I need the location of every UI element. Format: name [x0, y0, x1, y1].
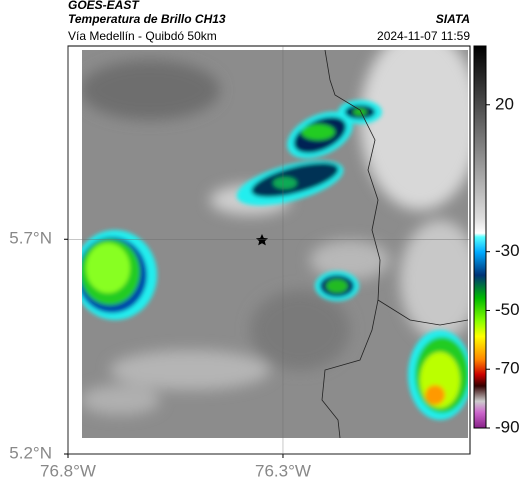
x-tick-label: 76.3°W [255, 461, 311, 480]
y-tick-label: 5.7°N [9, 229, 52, 248]
colorbar-tick-label: -50 [495, 300, 520, 319]
colorbar-tick-label: -70 [495, 359, 520, 378]
x-tick-label: 76.8°W [40, 461, 96, 480]
colorbar [473, 45, 487, 429]
satellite-image [82, 50, 468, 438]
title: GOES-EAST [68, 0, 140, 12]
colorbar-tick-label: -30 [495, 241, 520, 260]
y-tick-label: 5.2°N [9, 443, 52, 462]
location-star [256, 234, 268, 246]
timestamp: 2024-11-07 11:59 [377, 29, 470, 43]
subtitle: Temperatura de Brillo CH13 [68, 12, 226, 26]
colorbar-tick-label: 20 [495, 94, 514, 113]
region: Vía Medellín - Quibdó 50km [68, 29, 217, 43]
source: SIATA [436, 12, 470, 26]
colorbar-tick-label: -90 [495, 417, 520, 436]
